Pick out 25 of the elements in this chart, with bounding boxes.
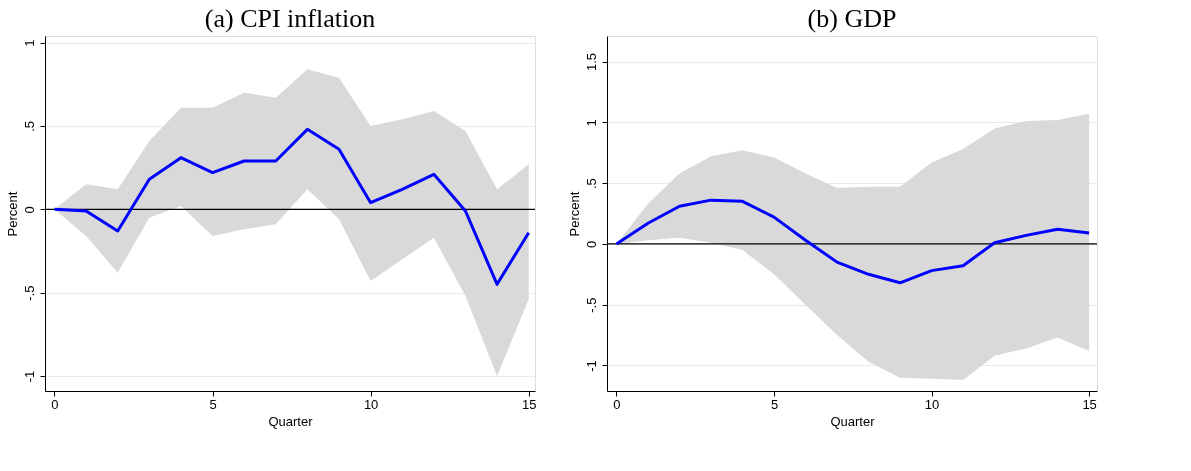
y-tick-label: 0	[21, 206, 37, 214]
x-tick-label: 5	[209, 396, 217, 412]
y-axis-title: Percent	[566, 191, 582, 237]
x-tick-label: 0	[51, 396, 59, 412]
x-tick-label: 10	[363, 396, 379, 412]
y-tick-label: -1	[583, 360, 599, 372]
y-tick-label: 1	[583, 119, 599, 127]
y-tick-label: .5	[21, 121, 37, 132]
x-axis-title: Quarter	[268, 413, 314, 429]
x-tick-label: 15	[521, 396, 537, 412]
y-tick-label: 0	[583, 240, 599, 249]
y-tick-label: -1	[21, 370, 37, 383]
y-tick-label: 1.5	[583, 52, 599, 72]
chart-title: (a) CPI inflation	[204, 4, 376, 33]
y-axis-title: Percent	[4, 191, 20, 237]
x-axis-title: Quarter	[830, 413, 876, 429]
y-tick-label: -.5	[21, 285, 37, 301]
x-tick-label: 0	[613, 396, 621, 412]
y-tick-label: .5	[583, 178, 599, 190]
x-tick-label: 5	[770, 396, 779, 412]
y-tick-label: 1	[21, 39, 37, 47]
chart-title: (b) GDP	[807, 4, 897, 33]
y-tick-label: -.5	[583, 297, 599, 313]
x-tick-label: 10	[924, 396, 940, 412]
x-tick-label: 15	[1082, 396, 1097, 412]
